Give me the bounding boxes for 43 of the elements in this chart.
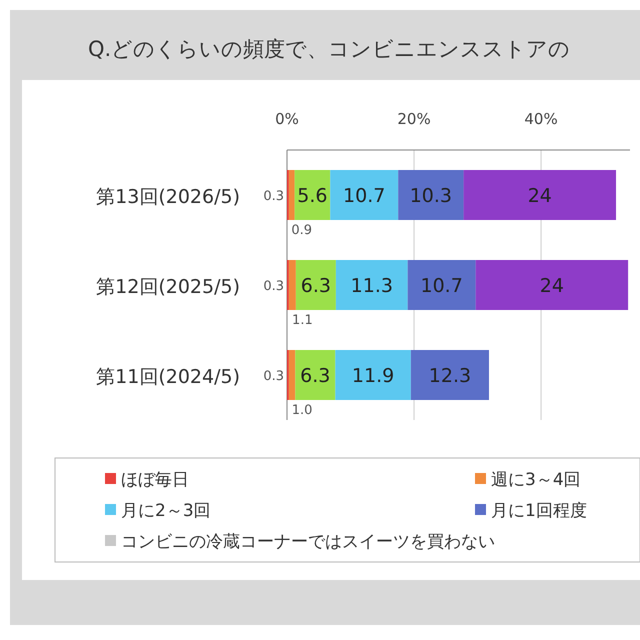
data-label: 0.3 — [263, 279, 284, 294]
data-label: 11.9 — [352, 365, 394, 387]
y-tick-label: 第12回(2025/5) — [96, 276, 240, 298]
data-label: 0.9 — [291, 223, 312, 238]
x-tick-label: 20% — [397, 110, 431, 128]
data-label: 1.1 — [292, 313, 313, 328]
bar — [288, 350, 296, 400]
bar — [464, 170, 616, 220]
bar — [335, 350, 411, 400]
bar — [296, 260, 336, 310]
legend-label: 週に3～4回 — [491, 470, 581, 490]
data-label: 1.0 — [292, 403, 312, 418]
bar — [336, 260, 408, 310]
bar — [330, 170, 398, 220]
legend-label: 月に2～3回 — [121, 501, 211, 521]
data-label: 0.3 — [263, 369, 284, 384]
bar — [410, 350, 489, 400]
y-tick-label: 第13回(2026/5) — [96, 186, 240, 208]
bar — [288, 170, 295, 220]
bar — [476, 260, 628, 310]
data-label: 24 — [528, 185, 552, 207]
chart-title: Q.どのくらいの頻度で、コンビニエンスストアの — [88, 37, 570, 61]
data-label: 6.3 — [300, 275, 332, 297]
bar — [398, 170, 464, 220]
bar — [295, 350, 336, 400]
data-label: 11.3 — [350, 275, 393, 297]
bar — [288, 260, 296, 310]
data-label: 10.7 — [343, 185, 386, 207]
bar — [294, 170, 330, 220]
data-label: 24 — [540, 275, 564, 297]
y-tick-label: 第11回(2024/5) — [96, 366, 240, 388]
legend-label: ほぼ毎日 — [121, 470, 189, 490]
data-label: 10.7 — [420, 275, 463, 297]
data-label: 12.3 — [428, 365, 472, 387]
data-label: 10.3 — [410, 185, 452, 207]
x-tick-label: 0% — [275, 110, 299, 128]
data-label: 5.6 — [297, 185, 328, 207]
legend-label: 月に1回程度 — [491, 501, 587, 521]
data-label: 0.3 — [263, 189, 284, 204]
x-tick-label: 40% — [524, 110, 558, 128]
legend-label: コンビニの冷蔵コーナーではスイーツを買わない — [121, 532, 495, 552]
data-label: 6.3 — [300, 365, 330, 387]
bar — [408, 260, 476, 310]
